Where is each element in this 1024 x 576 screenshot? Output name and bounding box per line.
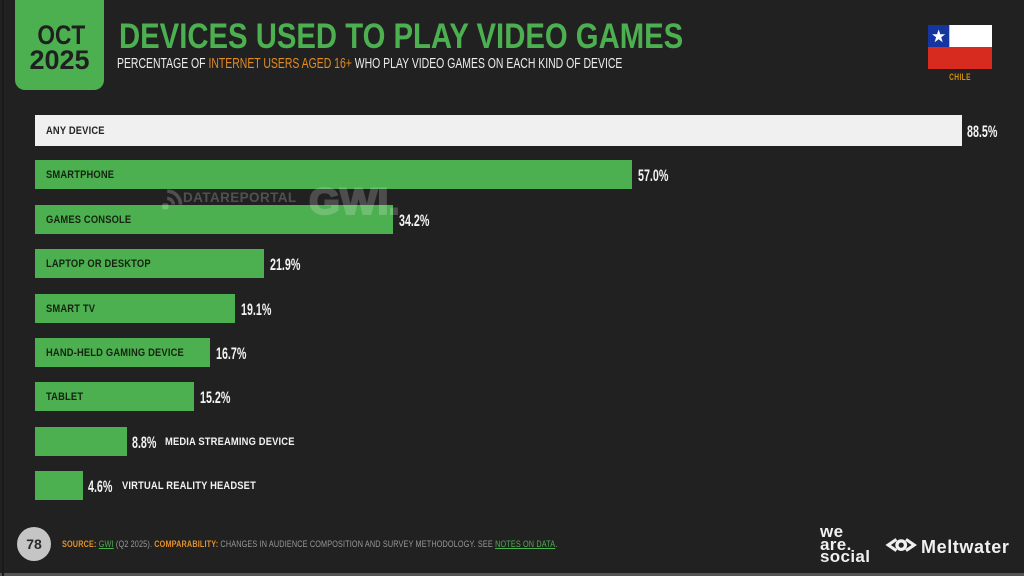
svg-text:GWI.: GWI. <box>309 181 399 223</box>
